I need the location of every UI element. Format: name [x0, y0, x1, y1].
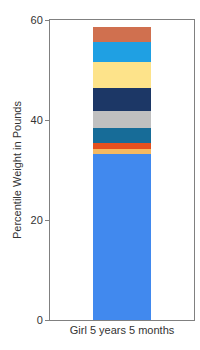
svg-text:20: 20	[31, 214, 43, 226]
svg-text:40: 40	[31, 114, 43, 126]
svg-text:Girl 5 years 5 months: Girl 5 years 5 months	[70, 324, 175, 336]
svg-text:0: 0	[37, 314, 43, 326]
svg-text:Percentile Weight in Pounds: Percentile Weight in Pounds	[11, 101, 23, 239]
svg-text:60: 60	[31, 14, 43, 26]
